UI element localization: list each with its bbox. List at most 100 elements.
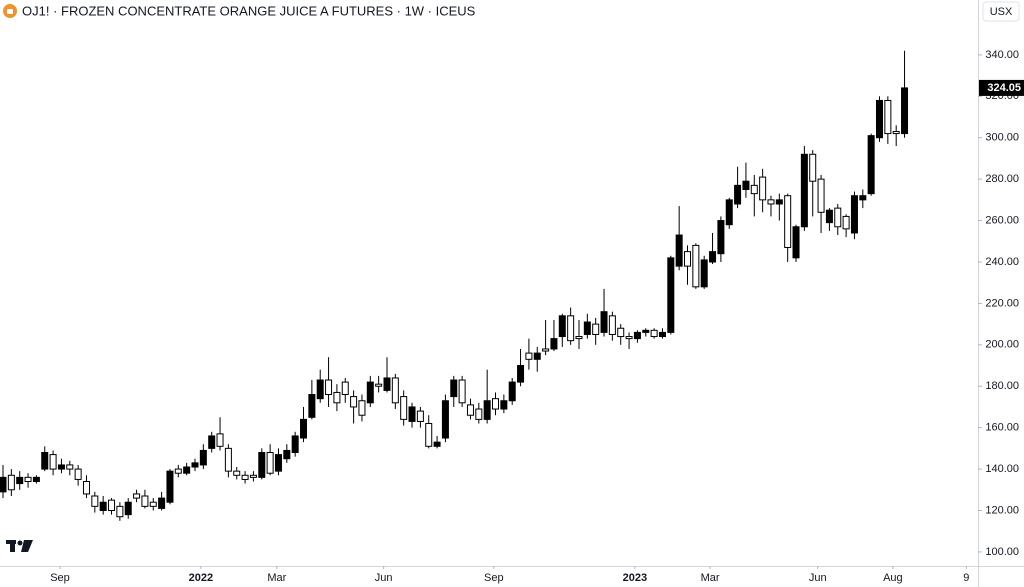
candle	[133, 489, 141, 503]
candle	[825, 208, 833, 231]
candle-body	[358, 400, 366, 416]
candle-body	[658, 331, 666, 338]
candle-body	[809, 153, 817, 182]
candle-body	[383, 377, 391, 391]
candle	[608, 311, 616, 341]
currency-label[interactable]: USX	[990, 6, 1013, 18]
candle	[366, 375, 374, 407]
candle-body	[91, 495, 99, 507]
x-tick-label: Mar	[267, 572, 286, 584]
candle-body	[408, 406, 416, 422]
candle	[274, 448, 282, 476]
candle-body	[333, 391, 341, 404]
candle	[692, 243, 700, 289]
candle	[901, 50, 909, 138]
candle-body	[141, 495, 149, 507]
candle	[583, 313, 591, 339]
candle	[567, 307, 575, 345]
candle	[525, 338, 533, 370]
candle	[700, 255, 708, 289]
candle-body	[784, 195, 792, 248]
candle	[32, 475, 40, 484]
candle	[767, 195, 775, 217]
candle-body	[592, 323, 600, 335]
y-tick-label: 120.00	[985, 504, 1019, 516]
candle-body	[325, 379, 333, 396]
candle-body	[308, 394, 316, 418]
candle	[258, 448, 266, 480]
candle-body	[692, 244, 700, 288]
candle	[224, 444, 232, 478]
candle	[834, 203, 842, 236]
candle	[141, 489, 149, 509]
y-tick-label: 300.00	[985, 132, 1019, 144]
candle-body	[775, 199, 783, 205]
candle-body	[458, 379, 466, 404]
candle-body	[24, 476, 32, 483]
candle	[850, 191, 858, 240]
candle	[458, 375, 466, 407]
candle-body	[124, 501, 132, 516]
candle	[450, 375, 458, 407]
candle	[308, 380, 316, 420]
candle	[191, 458, 199, 472]
candle	[7, 469, 15, 497]
candle-body	[734, 184, 742, 205]
candle	[466, 398, 474, 420]
candle-body	[875, 99, 884, 139]
x-tick-label: 2022	[189, 572, 213, 584]
candle	[784, 193, 792, 262]
candle-body	[466, 404, 474, 416]
candle-body	[642, 329, 650, 333]
candle	[316, 369, 324, 403]
candle	[283, 444, 291, 463]
candle	[441, 394, 449, 443]
candle	[750, 174, 758, 217]
candle-body	[475, 408, 483, 420]
candle-body	[224, 447, 232, 472]
candle-body	[7, 474, 15, 491]
candle	[725, 197, 733, 229]
x-tick-label: Mar	[701, 572, 720, 584]
candle	[149, 498, 157, 511]
candle-body	[675, 234, 683, 267]
currency-box[interactable]	[982, 1, 1020, 22]
candle-body	[266, 452, 274, 474]
candle-body	[759, 176, 767, 201]
candle-body	[608, 315, 616, 335]
candle	[425, 415, 433, 449]
candle-body	[433, 441, 441, 447]
candle	[158, 491, 166, 511]
candle-body	[667, 257, 675, 333]
candle-body	[517, 365, 525, 383]
candle	[266, 444, 274, 476]
candle	[867, 133, 875, 196]
candle	[24, 473, 32, 488]
candle	[199, 444, 207, 470]
candle-body	[258, 452, 266, 478]
candle	[291, 431, 299, 457]
candle	[717, 216, 725, 262]
y-tick-label: 200.00	[985, 339, 1019, 351]
candle-body	[742, 180, 750, 190]
candle-body	[617, 327, 625, 338]
candle	[82, 475, 90, 499]
candle-body	[901, 87, 909, 135]
candle	[383, 357, 391, 393]
x-tick-label: 9	[963, 572, 969, 584]
candle-body	[859, 195, 867, 201]
candle-body	[291, 435, 299, 454]
candle-body	[166, 470, 174, 503]
x-tick-label: Jun	[809, 572, 827, 584]
candle	[174, 464, 182, 478]
candle	[16, 471, 24, 490]
candle	[300, 406, 308, 443]
candle	[859, 189, 867, 209]
x-tick-label: Sep	[50, 572, 70, 584]
x-tick-label: Aug	[883, 572, 903, 584]
candle-body	[350, 396, 358, 408]
candle-body	[850, 195, 858, 234]
candle	[517, 348, 525, 387]
